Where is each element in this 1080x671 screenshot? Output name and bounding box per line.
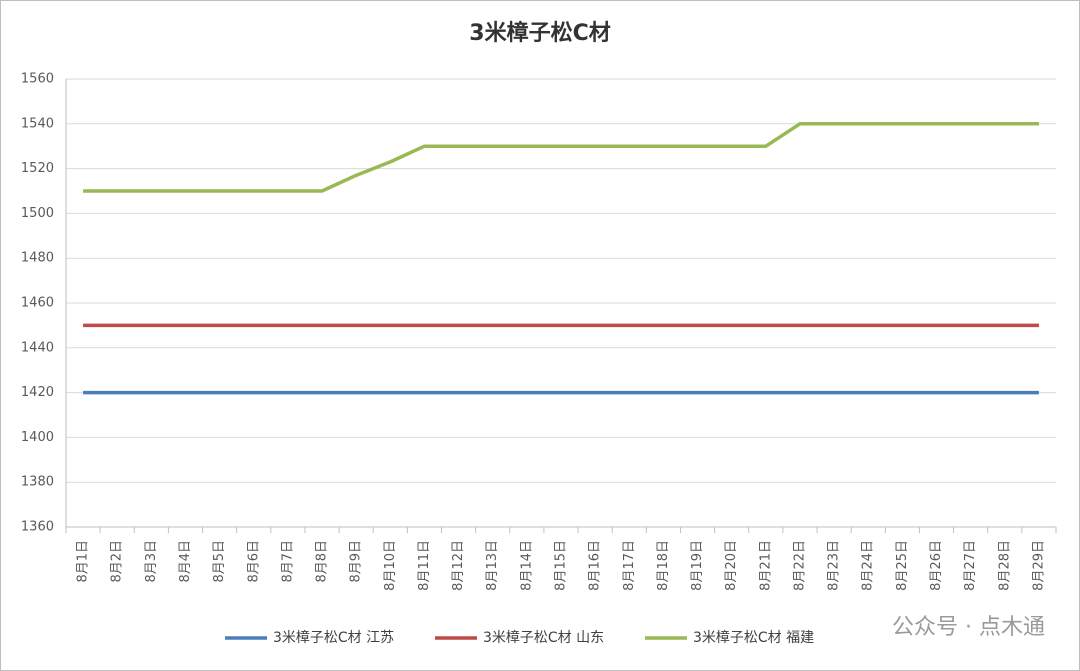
y-tick-label: 1420 xyxy=(21,385,54,400)
y-tick-label: 1520 xyxy=(21,161,54,176)
x-tick-label: 8月9日 xyxy=(349,540,364,583)
x-tick-label: 8月2日 xyxy=(110,540,125,583)
y-tick-label: 1480 xyxy=(21,251,54,266)
x-tick-label: 8月21日 xyxy=(758,540,773,591)
y-tick-label: 1440 xyxy=(21,340,54,355)
legend-label: 3米樟子松C材 福建 xyxy=(693,629,814,646)
x-tick-label: 8月7日 xyxy=(280,540,295,583)
y-tick-label: 1460 xyxy=(21,296,54,311)
x-tick-label: 8月16日 xyxy=(588,540,603,591)
x-tick-label: 8月5日 xyxy=(212,540,227,583)
y-tick-label: 1380 xyxy=(21,475,54,490)
y-tick-label: 1360 xyxy=(21,520,54,535)
x-tick-label: 8月20日 xyxy=(724,540,739,591)
x-tick-label: 8月14日 xyxy=(519,540,534,591)
x-tick-label: 8月15日 xyxy=(554,540,569,591)
x-tick-label: 8月25日 xyxy=(895,540,910,591)
y-tick-label: 1540 xyxy=(21,116,54,131)
x-tick-label: 8月12日 xyxy=(451,540,466,591)
y-tick-label: 1500 xyxy=(21,206,54,221)
x-tick-label: 8月3日 xyxy=(144,540,159,583)
x-tick-label: 8月8日 xyxy=(315,540,330,583)
x-tick-label: 8月23日 xyxy=(827,540,842,591)
x-tick-label: 8月22日 xyxy=(792,540,807,591)
x-tick-label: 8月6日 xyxy=(246,540,261,583)
x-tick-label: 8月27日 xyxy=(963,540,978,591)
x-tick-label: 8月24日 xyxy=(861,540,876,591)
x-tick-label: 8月4日 xyxy=(178,540,193,583)
x-tick-label: 8月29日 xyxy=(1031,540,1046,591)
y-tick-label: 1400 xyxy=(21,430,54,445)
x-tick-label: 8月10日 xyxy=(383,540,398,591)
watermark: 公众号 · 点木通 xyxy=(892,615,1045,640)
series-line xyxy=(83,122,1039,193)
y-tick-label: 1560 xyxy=(21,72,54,87)
legend-label: 3米樟子松C材 山东 xyxy=(483,629,604,646)
x-tick-label: 8月19日 xyxy=(690,540,705,591)
x-tick-label: 8月13日 xyxy=(485,540,500,591)
legend-label: 3米樟子松C材 江苏 xyxy=(273,629,394,646)
x-tick-label: 8月11日 xyxy=(417,540,432,591)
x-tick-label: 8月26日 xyxy=(929,540,944,591)
x-tick-label: 8月28日 xyxy=(997,540,1012,591)
x-tick-label: 8月1日 xyxy=(76,540,91,583)
x-tick-label: 8月18日 xyxy=(656,540,671,591)
x-tick-label: 8月17日 xyxy=(622,540,637,591)
chart-title: 3米樟子松C材 xyxy=(469,20,610,46)
